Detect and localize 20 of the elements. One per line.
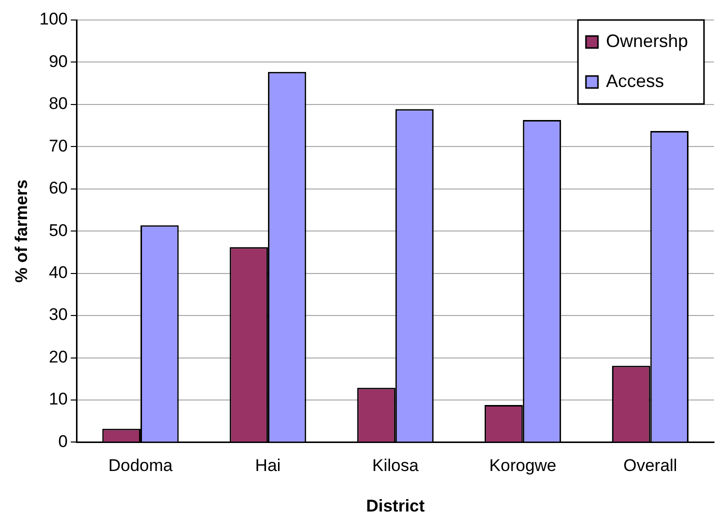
y-tick-label: 40 — [48, 263, 68, 282]
y-tick-label: 20 — [48, 347, 68, 366]
y-tick-label: 60 — [48, 178, 68, 198]
y-tick-label: 90 — [48, 52, 68, 71]
y-tick-label: 30 — [48, 305, 68, 324]
y-tick-label: 50 — [48, 220, 68, 240]
y-tick-label: 100 — [39, 10, 68, 29]
y-axis-title: % of farmers — [12, 180, 31, 283]
x-tick-label: Overall — [623, 456, 678, 476]
x-tick-label: Hai — [255, 456, 281, 476]
y-tick-label: 0 — [58, 432, 68, 451]
legend-label: Access — [606, 70, 664, 91]
x-tick-label: Korogwe — [489, 456, 556, 476]
x-tick-label: Kilosa — [372, 456, 420, 476]
legend-label: Ownershp — [606, 30, 688, 51]
y-tick-label: 80 — [48, 94, 68, 114]
y-tick-label: 70 — [48, 136, 68, 156]
y-tick-label: 10 — [48, 390, 68, 409]
x-axis-title: District — [366, 496, 425, 516]
x-tick-label: Dodoma — [108, 456, 174, 476]
